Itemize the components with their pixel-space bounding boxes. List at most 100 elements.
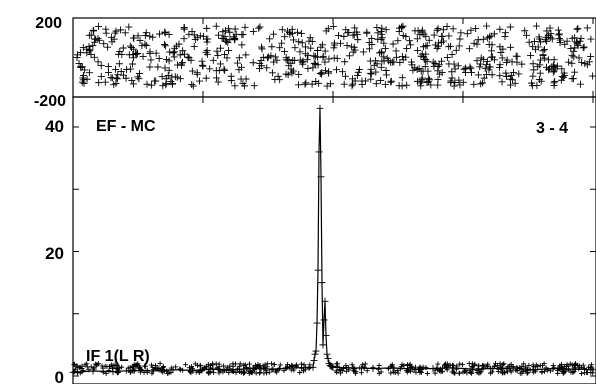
- phase-point: [414, 27, 422, 35]
- phase-point: [481, 64, 489, 72]
- amplitude-noise-point: [285, 361, 291, 367]
- phase-point: [480, 74, 488, 82]
- phase-point: [234, 59, 242, 67]
- phase-point: [378, 34, 386, 42]
- amplitude-noise-point: [468, 369, 474, 375]
- amplitude-noise-point: [582, 366, 588, 372]
- phase-point: [209, 56, 217, 64]
- phase-point: [418, 76, 426, 84]
- phase-point: [214, 51, 222, 59]
- phase-point: [298, 58, 306, 66]
- phase-point: [345, 52, 353, 60]
- amplitude-noise-point: [352, 369, 358, 375]
- phase-point: [270, 58, 278, 66]
- amplitude-noise-point: [457, 370, 463, 376]
- phase-point: [146, 32, 154, 40]
- phase-point: [125, 23, 133, 31]
- amplitude-noise-point: [183, 362, 189, 368]
- phase-point: [307, 44, 315, 52]
- phase-point: [203, 24, 211, 32]
- amplitude-noise-point: [173, 364, 179, 370]
- phase-point: [395, 24, 403, 32]
- phase-point: [451, 65, 459, 73]
- phase-point: [525, 38, 533, 46]
- phase-point: [534, 63, 542, 71]
- phase-point: [573, 25, 581, 33]
- phase-point: [95, 36, 103, 44]
- amplitude-point: [322, 332, 330, 340]
- phase-point: [408, 61, 416, 69]
- amplitude-noise-point: [165, 370, 171, 376]
- amplitude-noise-point: [148, 362, 154, 368]
- phase-point: [409, 66, 417, 74]
- phase-point: [130, 54, 138, 62]
- amplitude-noise-point: [215, 366, 221, 372]
- amplitude-noise-point: [306, 365, 312, 371]
- phase-point: [578, 59, 586, 67]
- phase-point: [568, 75, 576, 83]
- phase-point: [255, 24, 263, 32]
- phase-point: [188, 81, 196, 89]
- phase-point: [367, 75, 375, 83]
- amplitude-noise-point: [220, 369, 226, 375]
- phase-point: [459, 78, 467, 86]
- amplitude-noise-point: [360, 362, 366, 368]
- phase-point: [107, 74, 115, 82]
- amplitude-noise-point: [407, 368, 413, 374]
- amplitude-point: [321, 297, 329, 305]
- amplitude-tick-label-40: 40: [45, 117, 64, 136]
- phase-point: [171, 44, 179, 52]
- phase-point: [546, 24, 554, 32]
- phase-point: [556, 36, 564, 44]
- phase-point: [83, 75, 91, 83]
- phase-point: [294, 28, 302, 36]
- phase-point: [340, 32, 348, 40]
- amplitude-point: [313, 319, 321, 327]
- phase-point: [188, 67, 196, 75]
- phase-point: [545, 56, 553, 64]
- phase-point: [438, 32, 446, 40]
- phase-point: [529, 72, 537, 80]
- phase-point: [86, 46, 94, 54]
- amplitude-noise-point: [199, 368, 205, 374]
- phase-point: [373, 60, 381, 68]
- phase-point: [281, 47, 289, 55]
- phase-point: [394, 37, 402, 45]
- phase-point: [399, 56, 407, 64]
- phase-point: [351, 46, 359, 54]
- phase-point: [348, 43, 356, 51]
- phase-point: [488, 47, 496, 55]
- phase-point: [165, 57, 173, 65]
- amplitude-noise-point: [99, 363, 105, 369]
- phase-point: [190, 31, 198, 39]
- phase-point: [512, 52, 520, 60]
- phase-point: [338, 68, 346, 76]
- phase-point: [198, 57, 206, 65]
- amplitude-point: [318, 279, 326, 287]
- amplitude-point: [323, 350, 331, 358]
- amplitude-noise-point: [86, 367, 92, 373]
- amplitude-noise-point: [114, 369, 120, 375]
- phase-point: [448, 74, 456, 82]
- amplitude-noise-point: [205, 361, 211, 367]
- phase-point: [462, 65, 470, 73]
- phase-point: [359, 48, 367, 56]
- phase-point: [527, 51, 535, 59]
- amplitude-noise-point: [302, 367, 308, 373]
- phase-point: [501, 29, 509, 37]
- phase-point: [333, 66, 341, 74]
- phase-point: [431, 59, 439, 67]
- phase-point: [507, 71, 515, 79]
- phase-point: [425, 36, 433, 44]
- amplitude-noise-point: [539, 369, 545, 375]
- phase-point: [152, 49, 160, 57]
- phase-point: [382, 26, 390, 34]
- amplitude-noise-point: [500, 362, 506, 368]
- amplitude-noise-point: [555, 370, 561, 376]
- phase-point: [460, 65, 468, 73]
- phase-point: [282, 70, 290, 78]
- phase-point: [104, 69, 112, 77]
- phase-point: [114, 50, 122, 58]
- phase-point: [403, 45, 411, 53]
